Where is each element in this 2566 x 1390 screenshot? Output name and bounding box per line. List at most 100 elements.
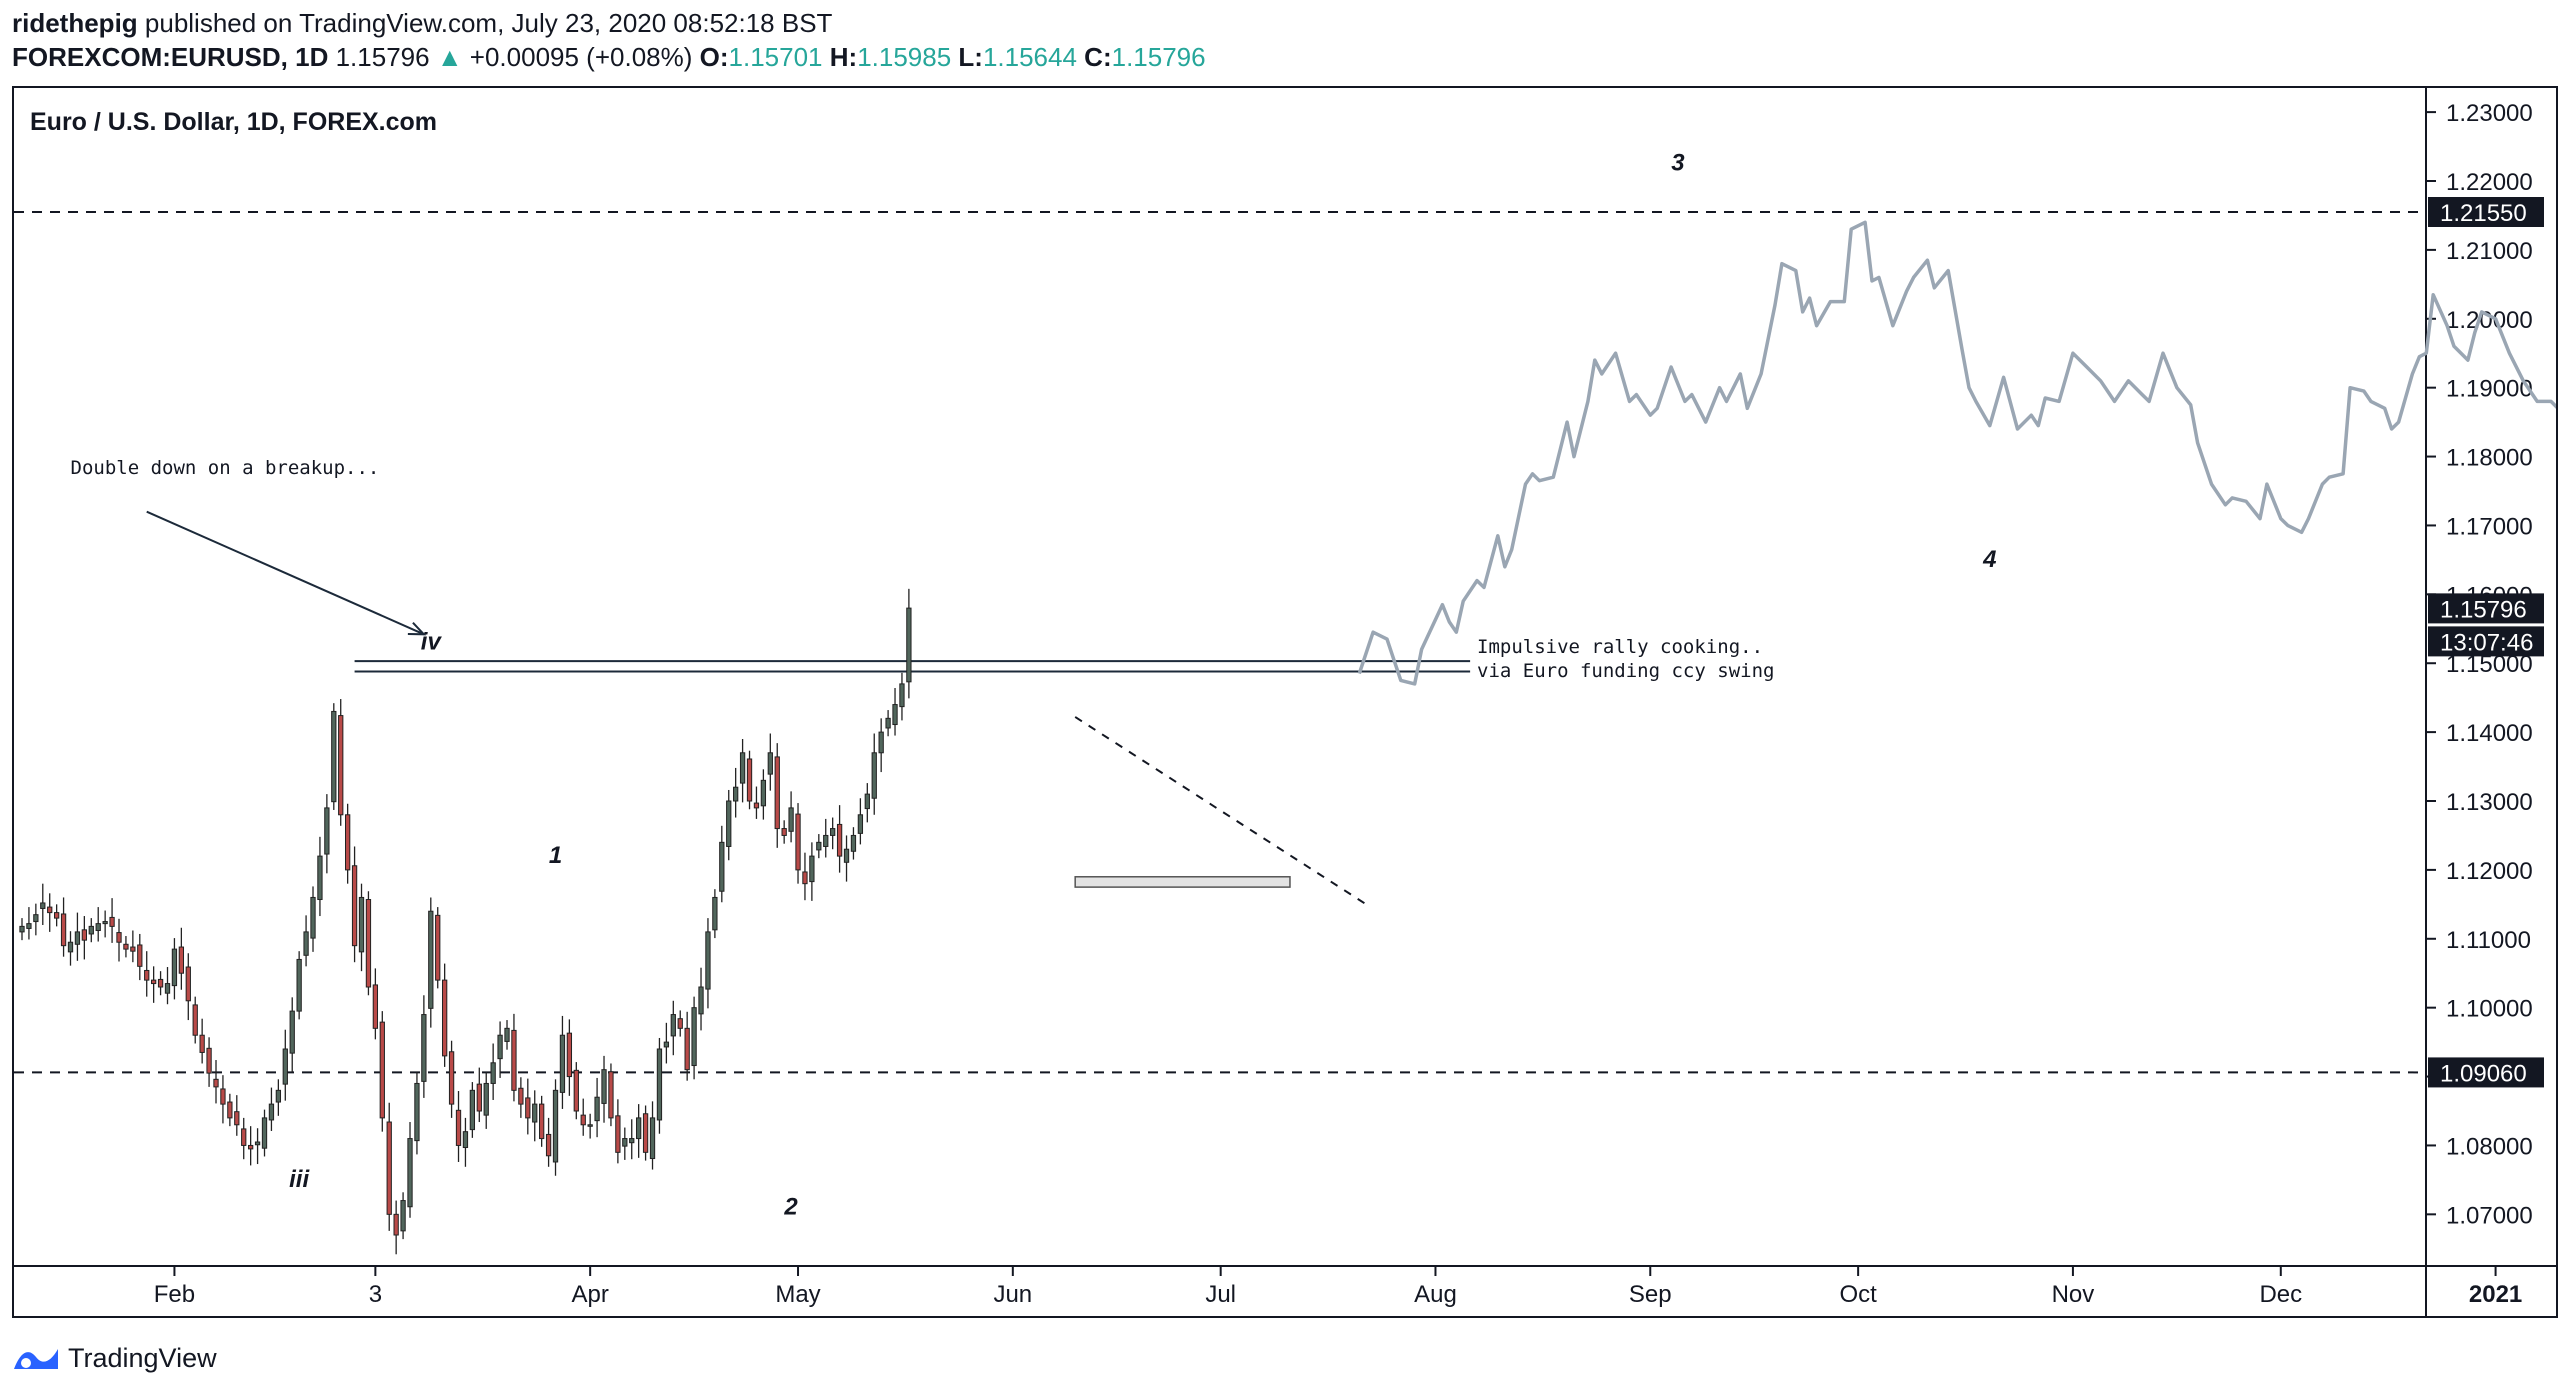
candle-body	[448, 1051, 455, 1105]
candle	[53, 904, 60, 927]
tradingview-brand[interactable]: TradingView	[68, 1342, 217, 1373]
projection-line	[1357, 220, 2556, 686]
candle	[539, 1095, 545, 1147]
candle	[788, 791, 794, 843]
candle-body	[663, 1041, 670, 1048]
candle-body	[691, 1007, 697, 1067]
y-tick-label: 1.17000	[2446, 513, 2533, 540]
price-chart[interactable]: Euro / U.S. Dollar, 1D, FOREX.com 1.2300…	[14, 88, 2556, 1316]
candle-body	[788, 807, 794, 832]
candle	[615, 1099, 621, 1164]
candle-body	[636, 1117, 642, 1140]
candle	[580, 1098, 586, 1136]
candle	[864, 783, 870, 823]
candle	[566, 1019, 573, 1096]
y-tick-label: 1.10000	[2446, 996, 2533, 1023]
candle	[670, 1000, 676, 1056]
candle	[324, 794, 330, 874]
arrow-head-icon	[407, 621, 427, 636]
countdown-label: 13:07:46	[2440, 629, 2533, 656]
candle	[192, 996, 198, 1044]
candle-body	[864, 793, 870, 810]
candle	[726, 789, 732, 861]
wave-label: 3	[1671, 150, 1685, 177]
candle	[719, 825, 725, 903]
candle-body	[199, 1034, 205, 1053]
y-tick-label: 1.20000	[2446, 307, 2533, 334]
wave-label: 2	[783, 1193, 798, 1220]
candle-body	[137, 944, 143, 967]
candle-body	[601, 1069, 607, 1104]
candle	[178, 927, 185, 990]
candle	[26, 907, 32, 940]
candle	[746, 750, 753, 810]
candle-body	[213, 1078, 219, 1088]
candle-body	[622, 1138, 628, 1147]
footer: TradingView	[12, 1338, 217, 1378]
candle	[40, 883, 46, 925]
candle-body	[310, 896, 316, 939]
wave-label: 4	[1982, 546, 1996, 573]
candle-body	[435, 914, 441, 981]
x-tick-label: Oct	[1839, 1281, 1877, 1308]
candle	[878, 718, 884, 773]
candle	[428, 897, 434, 1028]
candle	[608, 1063, 614, 1127]
symbol-name[interactable]: FOREXCOM:EURUSD, 1D	[12, 42, 329, 72]
y-tick-label: 1.12000	[2446, 858, 2533, 885]
candle	[843, 835, 850, 882]
level-label: 1.21550	[2440, 200, 2527, 227]
candle	[95, 907, 101, 942]
candle-body	[774, 756, 780, 830]
x-tick-label: May	[775, 1281, 820, 1308]
candle	[303, 915, 309, 967]
candle	[130, 930, 136, 963]
high-value: 1.15985	[857, 42, 952, 72]
candle-body	[656, 1048, 663, 1121]
candle	[47, 893, 53, 932]
candle	[67, 931, 74, 966]
candle-body	[123, 943, 129, 950]
candle-body	[497, 1034, 503, 1060]
candle-body	[802, 871, 808, 885]
candle	[767, 733, 773, 791]
candle-body	[442, 979, 448, 1057]
candle-body	[282, 1048, 288, 1085]
candle	[338, 699, 344, 826]
high-label: H:	[829, 42, 858, 72]
candle	[275, 1079, 282, 1116]
x-tick-label: 3	[369, 1281, 382, 1308]
candle	[809, 842, 815, 901]
candle	[157, 971, 164, 996]
candle	[545, 1117, 552, 1167]
candle-body	[421, 1014, 427, 1082]
candle-body	[88, 925, 94, 935]
candle-body	[150, 979, 157, 985]
candle	[587, 1113, 593, 1139]
candle	[739, 739, 746, 803]
candle	[850, 827, 857, 860]
candle	[497, 1021, 503, 1078]
candle-body	[476, 1083, 482, 1112]
chart-container[interactable]: Euro / U.S. Dollar, 1D, FOREX.com 1.2300…	[12, 86, 2558, 1318]
x-tick-label: 2021	[2469, 1281, 2522, 1308]
tradingview-logo-icon[interactable]	[12, 1343, 60, 1373]
candle	[552, 1079, 559, 1176]
candle	[871, 733, 877, 815]
price-change: +0.00095 (+0.08%)	[469, 42, 693, 72]
candle-body	[850, 834, 857, 852]
candle	[442, 963, 448, 1067]
author-name[interactable]: ridethepig	[12, 8, 138, 38]
candle	[358, 883, 365, 972]
candle-body	[594, 1096, 600, 1122]
candle-body	[40, 902, 46, 909]
candle-body	[289, 1010, 295, 1054]
candle-body	[726, 800, 732, 847]
last-price-label: 1.15796	[2440, 596, 2527, 623]
candle	[636, 1104, 642, 1158]
candle-body	[241, 1128, 247, 1146]
candle-body	[164, 983, 171, 994]
candle-body	[227, 1101, 233, 1119]
candle-body	[53, 912, 60, 919]
candle	[511, 1013, 517, 1102]
